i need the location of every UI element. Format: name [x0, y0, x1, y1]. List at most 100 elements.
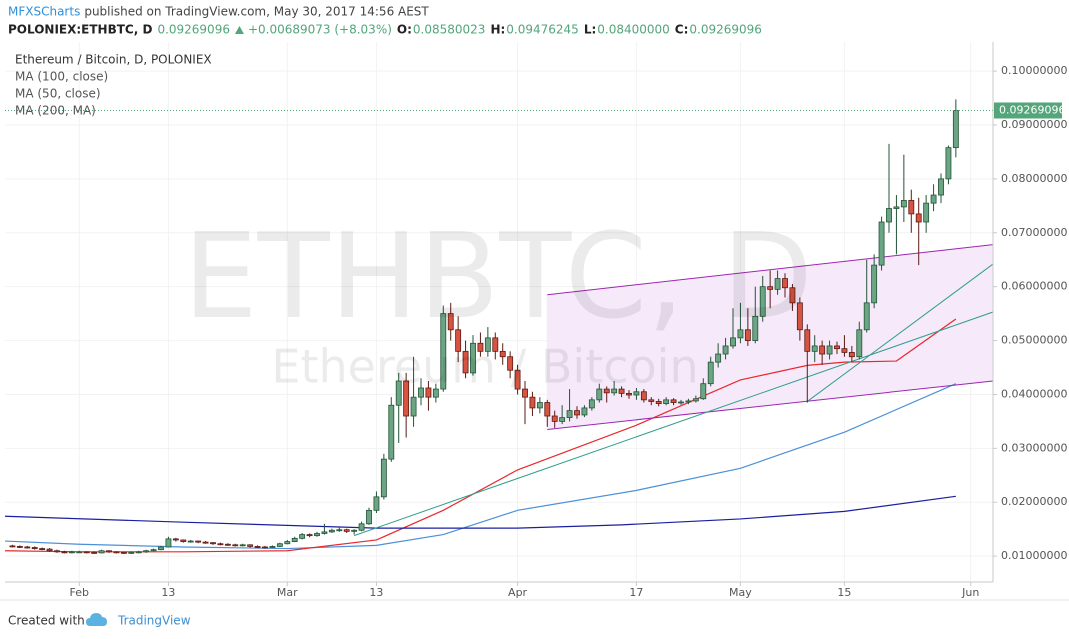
candle-body: [447, 313, 454, 331]
ohlc-label: C:: [675, 23, 689, 37]
y-tick-label: 0.03000000: [1001, 441, 1067, 454]
x-tick-label: 17: [629, 586, 643, 599]
candle-body: [128, 551, 135, 554]
candle-body: [499, 350, 506, 358]
y-tick-label: 0.10000000: [1001, 64, 1067, 77]
candle-body: [410, 396, 417, 417]
candle-body: [299, 534, 306, 539]
chart-layer: [4, 42, 994, 582]
last-price-marker: [994, 102, 1062, 119]
candle-body: [492, 337, 499, 352]
candle-body: [291, 537, 298, 542]
candle-body: [811, 345, 818, 352]
ohlc-value: 0.09476245: [506, 23, 579, 37]
candle-body: [878, 221, 885, 266]
candle-body: [470, 342, 476, 374]
candle-body: [61, 551, 68, 554]
y-tick-label: 0.07000000: [1001, 226, 1067, 239]
candle-body: [68, 551, 75, 554]
candle-body: [826, 345, 833, 355]
x-tick-label: 15: [837, 586, 851, 599]
candle-body: [796, 302, 803, 331]
candle-body: [559, 417, 566, 422]
y-tick-label: 0.06000000: [1001, 280, 1067, 293]
candle-body: [856, 329, 863, 358]
candle-body: [507, 356, 514, 371]
candle-body: [76, 551, 83, 554]
candle-body: [648, 399, 655, 402]
tradingview-logo[interactable]: [86, 613, 107, 626]
candle-body: [262, 546, 268, 549]
ohlc-value: 0.08400000: [597, 23, 670, 37]
candle-body: [202, 541, 209, 544]
candle-body: [328, 529, 335, 533]
candle-body: [366, 509, 372, 525]
x-tick-label: 13: [369, 586, 383, 599]
candle-body: [863, 302, 870, 331]
candle-body: [893, 206, 900, 209]
candle-body: [172, 538, 179, 541]
candle-body: [834, 345, 840, 350]
candle-body: [841, 348, 848, 353]
candle-body: [91, 551, 98, 554]
author-link[interactable]: MFXSCharts: [8, 5, 80, 19]
y-tick-label: 0.02000000: [1001, 495, 1067, 508]
published-note: published on TradingView.com, May 30, 20…: [84, 5, 429, 19]
candle-body: [158, 546, 164, 551]
candle-body: [819, 345, 826, 355]
candle-body: [529, 396, 536, 409]
candle-body: [522, 388, 528, 398]
candle-body: [574, 410, 580, 416]
candle-body: [685, 400, 692, 403]
ohlc-label: L:: [584, 23, 596, 37]
candle-body: [626, 392, 632, 396]
candle-body: [254, 546, 261, 548]
candle-body: [180, 539, 187, 542]
candle-body: [930, 194, 937, 204]
candle-body: [774, 278, 781, 290]
candle-body: [98, 550, 105, 554]
x-tick-label: Apr: [508, 586, 528, 599]
candle-body: [395, 380, 402, 406]
candle-body: [351, 529, 358, 532]
candle-body: [692, 398, 699, 402]
candle-body: [923, 202, 930, 223]
candle-body: [39, 548, 46, 550]
candle-body: [633, 391, 640, 396]
candle-body: [9, 545, 16, 548]
candle-body: [284, 541, 291, 545]
candle-body: [588, 399, 595, 409]
candle-body: [418, 387, 424, 398]
candle-body: [232, 544, 239, 547]
y-tick-label: 0.08000000: [1001, 172, 1067, 185]
trend-line: [547, 380, 994, 430]
footer-text: Created with: [8, 614, 85, 628]
candle-body: [707, 361, 714, 385]
ohlc-value: 0.09269096: [689, 23, 762, 37]
candle-body: [767, 286, 774, 290]
legend-entry: MA (50, close): [15, 87, 101, 101]
candle-body: [83, 551, 90, 554]
legend-entry: MA (200, MA): [15, 104, 96, 118]
candle-body: [945, 147, 952, 180]
candle-body: [544, 402, 551, 417]
candle-body: [276, 543, 283, 547]
candle-body: [596, 388, 603, 401]
candle-body: [715, 353, 722, 363]
candle-body: [224, 543, 231, 546]
candle-body: [759, 286, 766, 317]
candle-body: [484, 337, 491, 352]
candle-body: [678, 401, 684, 404]
candle-body: [640, 391, 647, 401]
footer-brand[interactable]: TradingView: [117, 614, 191, 628]
candle-body: [952, 110, 959, 149]
x-tick-label: 13: [161, 586, 175, 599]
candle-body: [462, 350, 469, 374]
moving-average: [4, 495, 956, 529]
candle-body: [306, 534, 313, 537]
candle-body: [789, 287, 796, 304]
candle-body: [551, 415, 558, 422]
candle-body: [871, 264, 878, 304]
ohlc-label: O:: [397, 23, 412, 37]
